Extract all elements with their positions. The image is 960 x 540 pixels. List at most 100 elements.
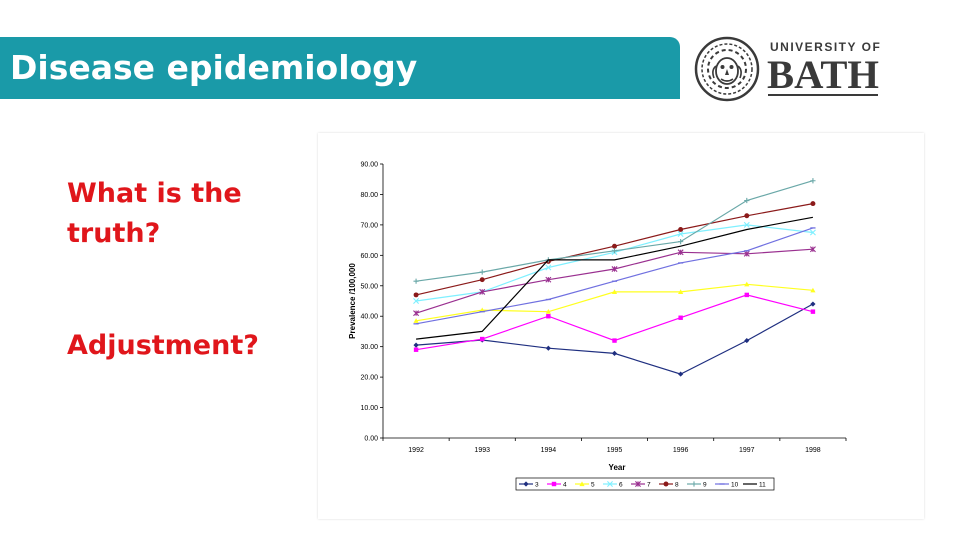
series-line-9 — [416, 180, 814, 282]
legend-marker — [523, 481, 529, 487]
legend-item-10: 10 — [715, 481, 739, 488]
data-point — [611, 350, 618, 356]
data-point — [678, 289, 684, 294]
data-point — [744, 197, 750, 204]
y-ticks: 0.00 10.00 20.00 30.00 40.00 50.00 60.00 70.00 8… — [360, 162, 383, 443]
legend-marker — [691, 481, 697, 487]
data-point — [809, 246, 816, 253]
data-point — [413, 298, 420, 304]
logo-line1: UNIVERSITY OF — [770, 40, 881, 54]
legend-item-5: 5 — [575, 481, 595, 488]
data-point — [612, 338, 617, 343]
data-point — [545, 345, 551, 351]
series-line-11 — [416, 216, 814, 340]
legend-item-4: 4 — [547, 481, 567, 488]
university-of-bath-logo: UNIVERSITY OF BATH — [694, 36, 881, 102]
data-point — [809, 229, 816, 236]
legend-item-6: 6 — [603, 481, 623, 488]
x-tick-label: 1996 — [673, 447, 689, 454]
data-point — [743, 250, 750, 257]
legend-item-8: 8 — [659, 481, 679, 488]
legend-label: 3 — [535, 481, 539, 488]
data-point — [479, 288, 486, 295]
data-point — [479, 269, 485, 275]
legend-label: 6 — [619, 481, 623, 488]
y-tick-label: 50.00 — [360, 283, 378, 290]
y-axis-label: Prevalence /100,000 — [348, 263, 357, 339]
data-point — [413, 278, 419, 284]
data-point — [413, 310, 420, 317]
data-point — [413, 292, 419, 298]
axes — [382, 164, 846, 439]
data-point — [545, 264, 552, 271]
data-point — [810, 178, 816, 184]
line-chart: 0.00 10.00 20.00 30.00 40.00 50.00 60.00 70.00 8… — [348, 162, 847, 491]
y-tick-label: 20.00 — [360, 375, 378, 382]
data-point — [413, 318, 419, 323]
series-4 — [413, 292, 816, 352]
x-axis-label: Year — [609, 463, 626, 472]
y-tick-label: 80.00 — [360, 192, 378, 199]
logo-line2: BATH — [767, 52, 879, 97]
data-point — [677, 231, 684, 238]
data-point — [611, 289, 618, 294]
legend-label: 4 — [563, 481, 567, 488]
data-point — [546, 314, 551, 319]
legend-marker — [635, 481, 641, 487]
data-point — [413, 342, 419, 348]
data-point — [810, 301, 816, 307]
y-tick-label: 30.00 — [360, 344, 378, 351]
data-point — [413, 347, 419, 352]
x-tick-label: 1992 — [408, 447, 424, 454]
legend-label: 10 — [731, 481, 739, 488]
data-point — [744, 337, 750, 344]
series-5 — [413, 281, 816, 323]
y-tick-label: 10.00 — [360, 405, 378, 412]
data-point — [545, 309, 551, 314]
data-point — [810, 309, 816, 314]
series-7 — [413, 246, 816, 317]
data-point — [611, 266, 618, 273]
series-line-10 — [415, 227, 814, 325]
bullet-truth: What is the truth? — [67, 178, 242, 249]
data-point — [678, 371, 684, 377]
data-point — [744, 213, 750, 219]
legend-label: 8 — [675, 481, 679, 488]
legend-label: 7 — [647, 481, 651, 488]
data-point — [678, 226, 684, 232]
series-11 — [416, 216, 814, 340]
legend-label: 11 — [759, 481, 766, 488]
legend-marker — [551, 481, 557, 487]
data-point — [678, 315, 683, 320]
y-tick-label: 0.00 — [364, 436, 378, 443]
slide-title: Disease epidemiology — [10, 48, 418, 87]
legend-label: 5 — [591, 481, 595, 488]
legend-label: 9 — [703, 481, 707, 488]
y-tick-label: 70.00 — [360, 222, 378, 229]
data-point — [677, 249, 684, 256]
series-10 — [413, 227, 816, 325]
data-point — [479, 277, 485, 283]
bullet-adjustment: Adjustment? — [67, 330, 259, 361]
legend-item-11: 11 — [743, 481, 766, 488]
legend-item-3: 3 — [519, 481, 539, 488]
y-tick-label: 60.00 — [360, 253, 378, 260]
legend-item-9: 9 — [687, 481, 707, 488]
legend-marker — [607, 481, 613, 487]
data-point — [611, 248, 618, 254]
legend: 3 4 5 6 7 8 9 10 11 — [515, 477, 775, 491]
x-tick-label: 1998 — [805, 447, 821, 454]
data-point — [743, 221, 750, 228]
y-tick-label: 90.00 — [360, 162, 378, 169]
x-tick-label: 1994 — [541, 447, 557, 454]
data-point — [480, 336, 485, 342]
data-point — [744, 281, 750, 287]
data-point — [810, 201, 816, 207]
legend-item-7: 7 — [631, 481, 651, 488]
x-tick-label: 1993 — [474, 447, 490, 454]
bath-crest-icon — [694, 36, 760, 102]
series-group — [413, 178, 816, 377]
data-point — [678, 239, 684, 245]
data-point — [810, 287, 816, 293]
x-tick-label: 1995 — [607, 447, 623, 454]
